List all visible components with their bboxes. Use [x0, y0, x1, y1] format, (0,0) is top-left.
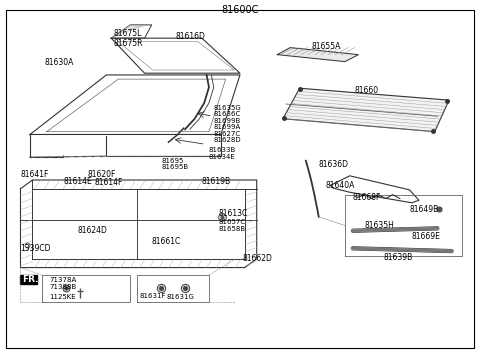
Text: 81695
81695B: 81695 81695B	[161, 158, 188, 170]
Text: 1339CD: 1339CD	[21, 244, 51, 253]
Text: 81639B: 81639B	[383, 252, 412, 262]
Text: 81675L
81675R: 81675L 81675R	[114, 29, 143, 48]
Text: 81660: 81660	[355, 86, 379, 95]
Polygon shape	[283, 88, 449, 132]
Text: 81620F: 81620F	[87, 170, 116, 179]
Text: 81614F: 81614F	[95, 178, 123, 187]
Text: 81636D: 81636D	[319, 160, 349, 169]
Text: 81631F: 81631F	[140, 293, 166, 299]
Text: 81641F: 81641F	[21, 170, 49, 179]
Text: 1125KE: 1125KE	[49, 294, 76, 300]
Text: 81613C: 81613C	[218, 209, 248, 218]
Text: 81624D: 81624D	[78, 226, 108, 235]
Polygon shape	[20, 275, 37, 284]
Text: 81619B: 81619B	[202, 176, 231, 186]
Text: 81655A: 81655A	[312, 42, 341, 52]
Text: 81630A: 81630A	[44, 58, 74, 67]
Text: 81616D: 81616D	[176, 32, 205, 41]
Text: 81633B
81634E: 81633B 81634E	[209, 148, 236, 160]
Text: 81600C: 81600C	[221, 5, 259, 15]
Text: 81614E: 81614E	[63, 176, 92, 186]
Text: 81640A: 81640A	[326, 181, 355, 190]
Text: 81661C: 81661C	[152, 237, 181, 246]
Polygon shape	[277, 48, 359, 62]
Text: FR.: FR.	[22, 275, 38, 283]
Text: 81649B: 81649B	[409, 205, 439, 214]
Text: 81631G: 81631G	[166, 294, 194, 300]
Text: 81635H: 81635H	[364, 221, 394, 230]
Text: 81657C
81658B: 81657C 81658B	[218, 219, 246, 232]
Text: 81668F: 81668F	[352, 193, 381, 202]
Text: 71378A
71388B: 71378A 71388B	[49, 277, 76, 289]
Text: 81669E: 81669E	[412, 232, 441, 240]
Text: 81635G
81636C
81699B
81699A
81627C
81628D: 81635G 81636C 81699B 81699A 81627C 81628…	[214, 105, 241, 143]
Text: 81662D: 81662D	[242, 254, 272, 263]
